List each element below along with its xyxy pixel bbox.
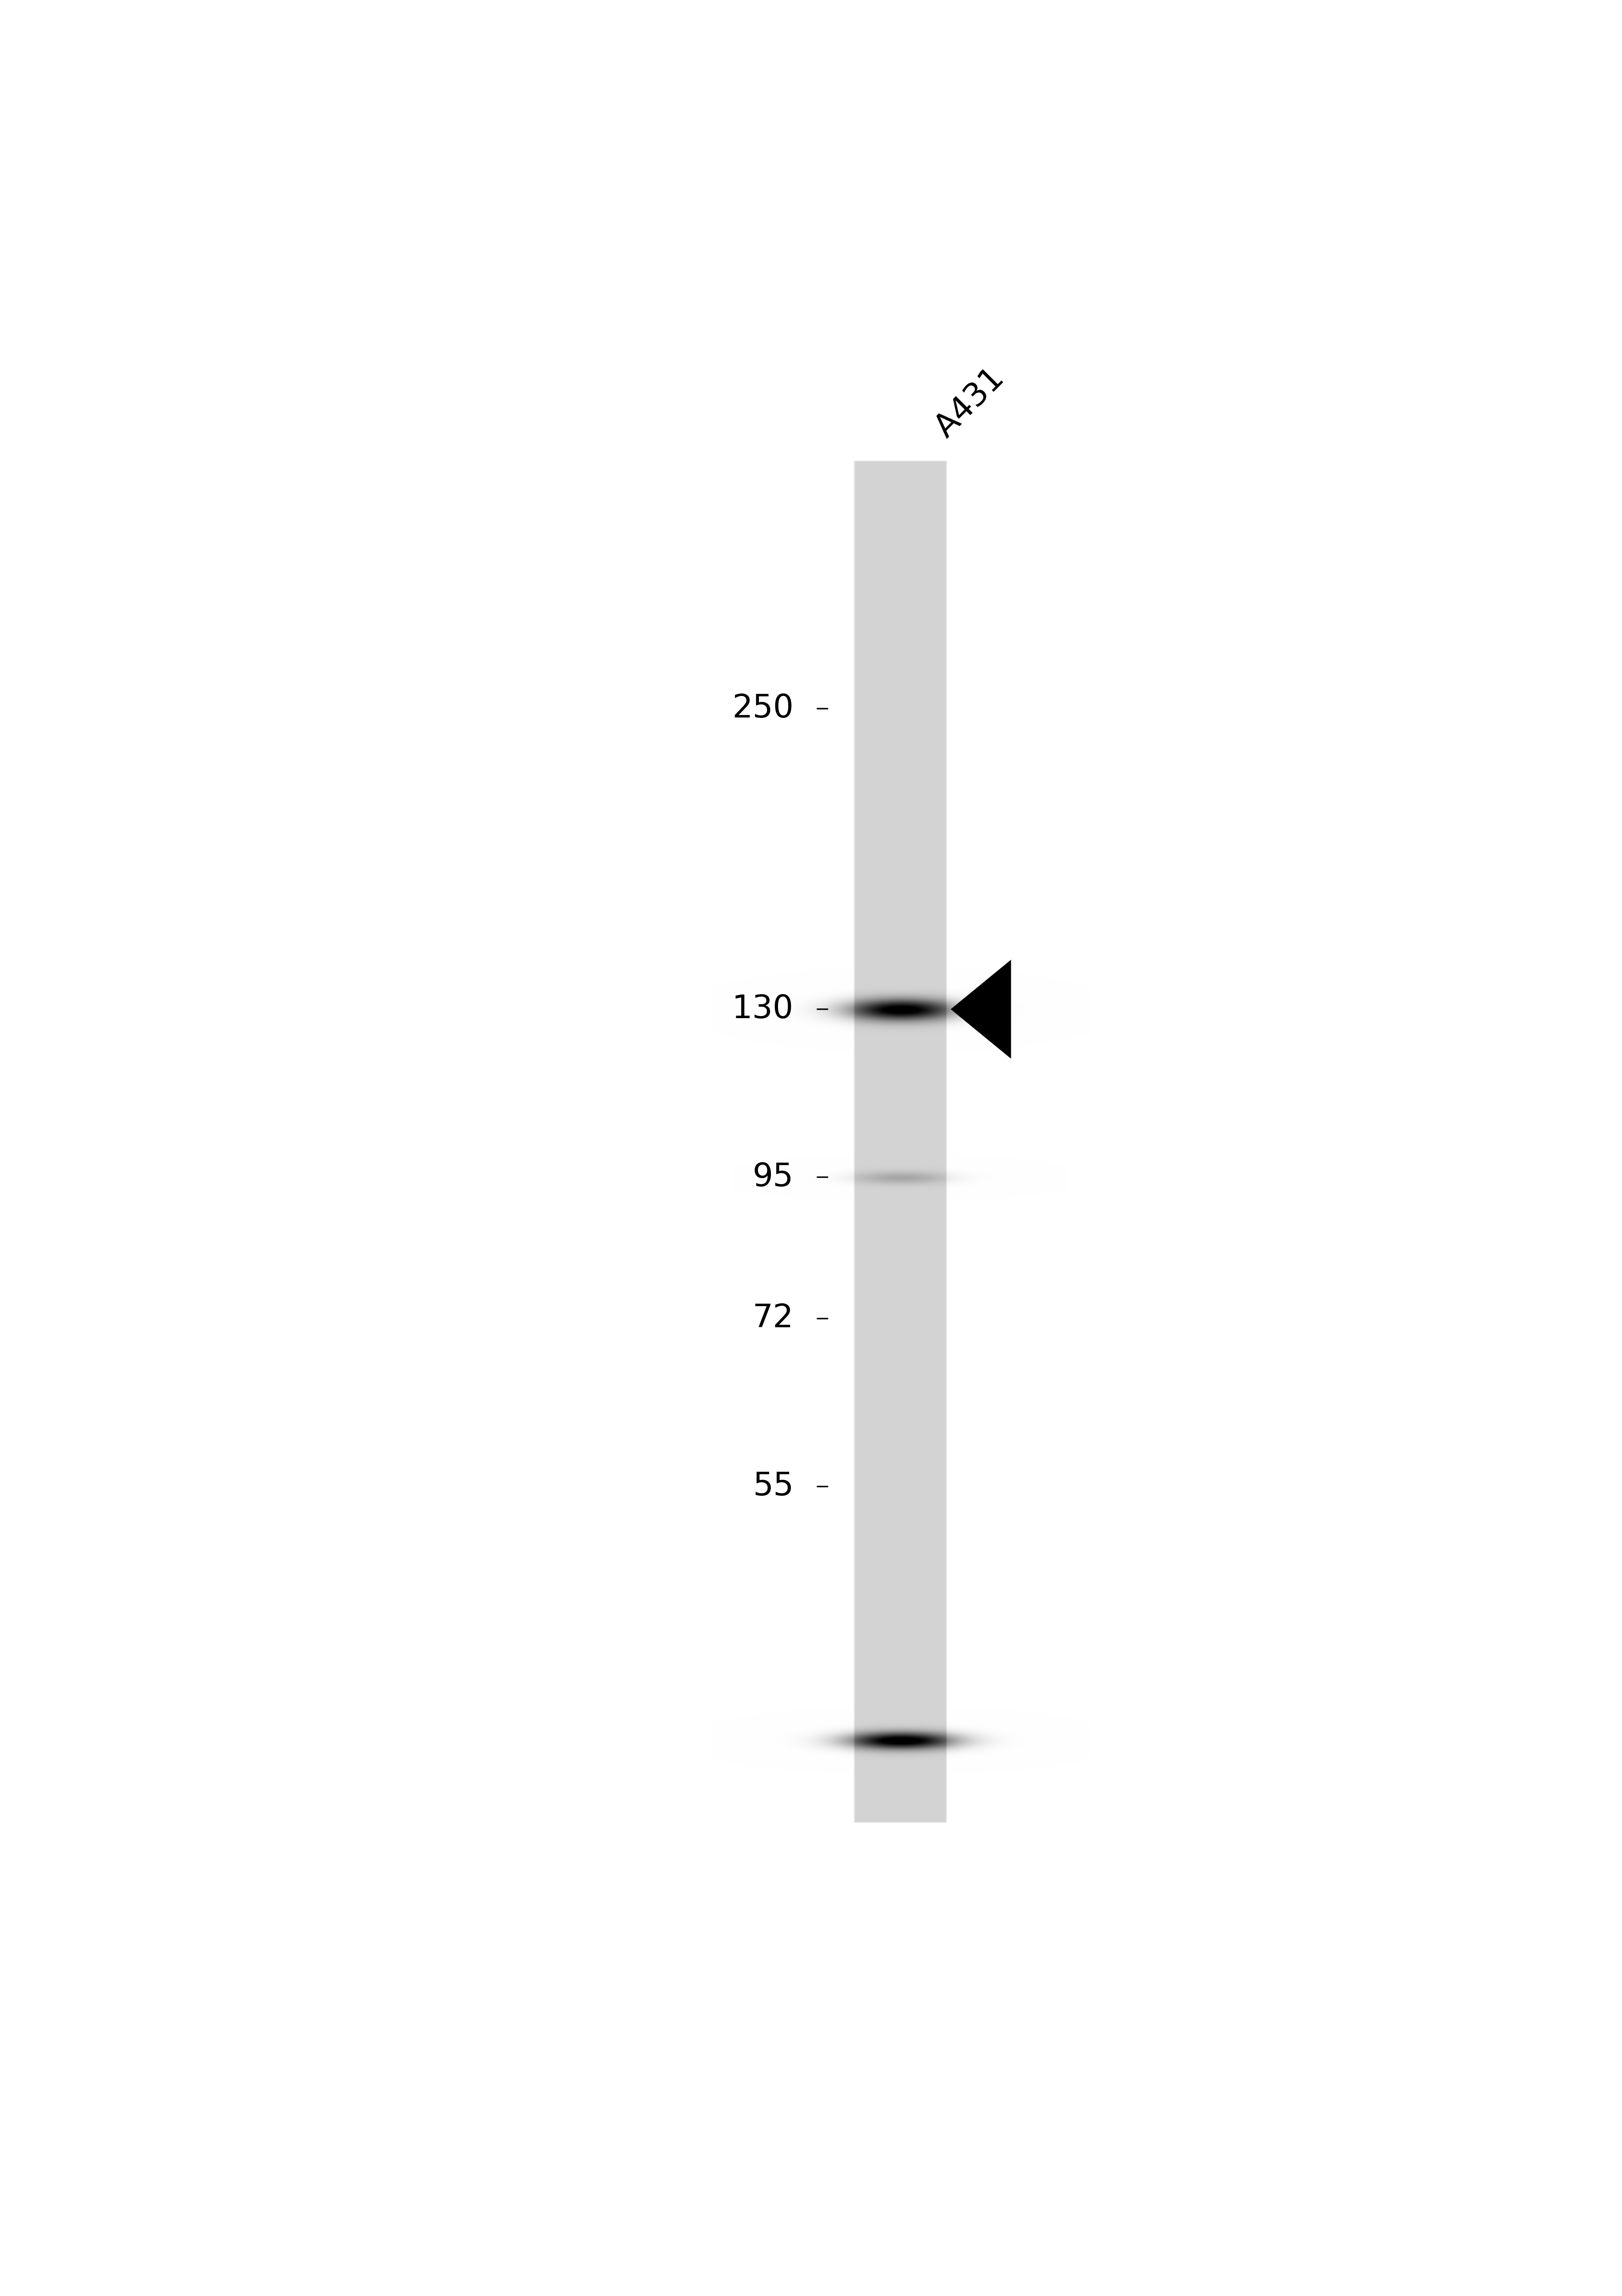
Text: 250: 250 (732, 693, 793, 723)
Text: A431: A431 (929, 363, 1011, 443)
Polygon shape (950, 960, 1011, 1058)
Text: 95: 95 (753, 1162, 793, 1194)
Text: 130: 130 (732, 994, 793, 1024)
Text: 72: 72 (753, 1302, 793, 1334)
Text: 55: 55 (753, 1472, 793, 1502)
